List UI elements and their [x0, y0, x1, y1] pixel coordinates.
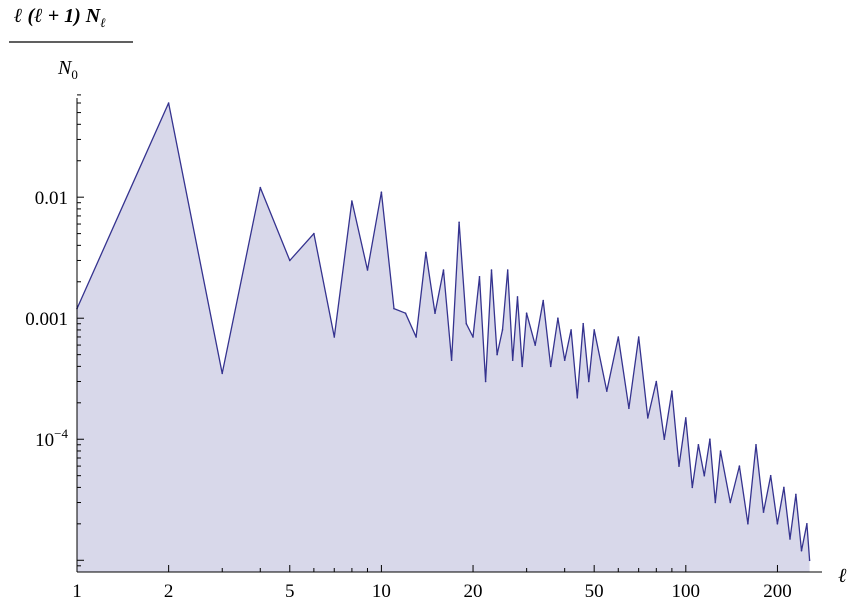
- data-point: [511, 359, 514, 362]
- y-axis-title: ℓ (ℓ + 1) Nℓ N0: [9, 5, 133, 82]
- data-point: [795, 493, 797, 496]
- data-point: [521, 365, 523, 368]
- data-point: [685, 417, 687, 419]
- y-tick-label: 0.01: [35, 188, 68, 209]
- data-point: [697, 444, 700, 446]
- data-point: [259, 186, 262, 189]
- data-point: [465, 322, 468, 325]
- data-point: [542, 299, 544, 302]
- data-point: [478, 276, 481, 278]
- data-point: [783, 486, 785, 489]
- data-point: [289, 259, 291, 262]
- data-point: [709, 438, 711, 441]
- data-point: [776, 523, 779, 525]
- data-point: [380, 191, 383, 193]
- series-area-fill: [77, 103, 810, 572]
- data-point: [366, 269, 369, 271]
- data-point: [501, 329, 504, 331]
- x-axis-title: ℓ: [838, 565, 847, 587]
- data-point: [221, 372, 223, 375]
- data-point: [747, 523, 749, 525]
- data-point: [755, 444, 757, 446]
- plot-area: [76, 102, 811, 572]
- data-point: [563, 359, 566, 362]
- data-point: [484, 380, 487, 383]
- data-point: [714, 501, 717, 504]
- x-tick-label: 100: [672, 581, 701, 602]
- x-tick-label: 5: [285, 581, 295, 602]
- data-point: [729, 501, 732, 504]
- data-point: [576, 397, 579, 399]
- x-tick-label: 1: [72, 581, 82, 602]
- data-point: [703, 474, 706, 477]
- data-point: [496, 353, 498, 356]
- data-point: [313, 232, 315, 235]
- x-tick-label: 2: [164, 581, 174, 602]
- data-point: [678, 465, 680, 467]
- data-point: [557, 317, 559, 320]
- data-point: [663, 438, 666, 441]
- data-point: [606, 390, 608, 392]
- data-point: [434, 312, 436, 315]
- data-point: [628, 407, 630, 410]
- data-point: [762, 511, 765, 513]
- data-point: [570, 329, 572, 331]
- data-point: [800, 549, 803, 552]
- data-point: [806, 523, 808, 525]
- data-point: [789, 538, 791, 540]
- data-point: [516, 296, 519, 298]
- data-point: [582, 322, 584, 325]
- data-point: [525, 312, 528, 315]
- data-point: [472, 336, 474, 338]
- data-point: [442, 269, 445, 271]
- y-tick-label: 10−4: [35, 426, 68, 451]
- y-axis-title-numerator: ℓ (ℓ + 1) Nℓ: [14, 5, 106, 30]
- y-tick-label: 0.001: [25, 309, 68, 330]
- data-point: [450, 359, 453, 362]
- y-axis-title-denominator: N0: [57, 57, 78, 82]
- data-point: [588, 380, 590, 383]
- x-tick-label: 200: [763, 581, 792, 602]
- data-point: [637, 336, 640, 338]
- data-point: [458, 221, 460, 224]
- data-point: [769, 474, 772, 477]
- x-tick-label: 20: [464, 581, 483, 602]
- data-point: [404, 312, 407, 315]
- data-point: [808, 559, 811, 562]
- data-point: [167, 102, 170, 104]
- data-point: [351, 200, 353, 202]
- x-tick-label: 10: [372, 581, 391, 602]
- data-point: [506, 269, 509, 271]
- x-tick-label: 50: [585, 581, 604, 602]
- data-point: [719, 450, 722, 452]
- data-point: [647, 417, 649, 419]
- data-point: [415, 336, 417, 338]
- data-point: [738, 465, 741, 467]
- data-point: [393, 307, 395, 310]
- data-point: [549, 365, 552, 368]
- data-point: [333, 336, 336, 338]
- data-point: [593, 329, 595, 331]
- data-point: [655, 380, 658, 383]
- axes: 1 2 5 10 20 50 100 200 0.01 0.001 10−4: [25, 94, 822, 602]
- data-point: [617, 336, 620, 338]
- data-point: [671, 390, 673, 392]
- data-point: [425, 251, 427, 254]
- data-point: [534, 344, 536, 346]
- data-point: [490, 269, 493, 271]
- data-point: [691, 486, 694, 489]
